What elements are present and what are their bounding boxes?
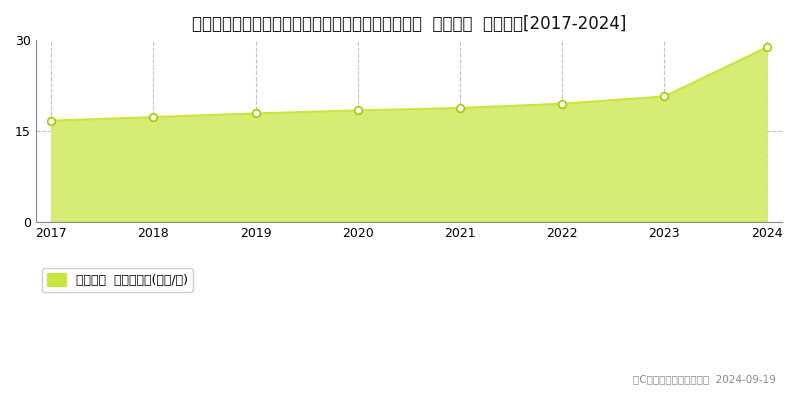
Point xyxy=(454,105,466,111)
Point xyxy=(760,44,773,50)
Point xyxy=(249,110,262,117)
Title: 宮城県仙台市青葉区双葉ケ丘１丁目１１８番１０４  基準地価  地価推移[2017-2024]: 宮城県仙台市青葉区双葉ケ丘１丁目１１８番１０４ 基準地価 地価推移[2017-2… xyxy=(192,15,626,33)
Point xyxy=(658,93,670,100)
Point xyxy=(45,118,58,124)
Point xyxy=(147,114,160,120)
Legend: 基準地価  平均坪単価(万円/坪): 基準地価 平均坪単価(万円/坪) xyxy=(42,268,193,292)
Text: （C）土地価格ドットコム  2024-09-19: （C）土地価格ドットコム 2024-09-19 xyxy=(633,374,776,384)
Point xyxy=(351,107,364,114)
Point xyxy=(556,100,569,107)
